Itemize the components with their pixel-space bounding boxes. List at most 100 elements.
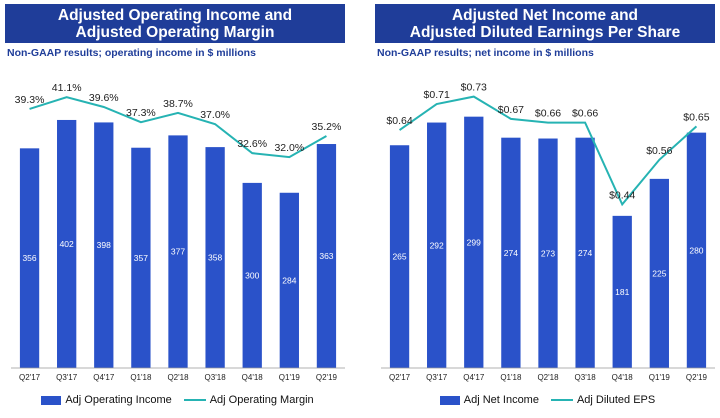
legend-line-label: Adj Operating Margin — [209, 394, 314, 406]
bar-value-label: 265 — [392, 252, 406, 262]
line-value-label: 39.3% — [15, 94, 45, 106]
bar-value-label: 402 — [60, 239, 74, 249]
line-value-label: $0.65 — [683, 111, 709, 123]
bar-value-label: 273 — [541, 248, 555, 258]
line-value-label: $0.44 — [609, 189, 635, 201]
bar-value-label: 274 — [578, 248, 592, 258]
legend-item-line: Adj Diluted EPS — [550, 394, 656, 406]
bar-value-label: 225 — [652, 268, 666, 278]
bar-value-label: 292 — [430, 240, 444, 250]
bar — [686, 132, 707, 368]
legend-line-swatch — [550, 399, 573, 401]
bar — [131, 147, 151, 368]
x-tick-label: Q3'17 — [56, 373, 78, 382]
bar — [19, 148, 40, 368]
line-value-label: 41.1% — [52, 82, 82, 94]
chart-panel-net-income: Adjusted Net Income and Adjusted Diluted… — [375, 0, 720, 418]
bar — [389, 145, 410, 368]
chart-legend: Adj Net Income Adj Diluted EPS — [375, 394, 720, 406]
bar-value-label: 398 — [97, 240, 111, 250]
line-value-label: 32.0% — [274, 142, 304, 154]
x-tick-label: Q3'18 — [575, 373, 597, 382]
line-value-label: 38.7% — [163, 98, 193, 110]
net-income-chart: 265 Q2'17 292 Q3'17 299 Q4'17 274 Q1'18 273 Q2'18… — [381, 82, 715, 382]
x-tick-label: Q2'17 — [19, 373, 41, 382]
bar — [575, 137, 595, 368]
line-series — [29, 96, 327, 159]
chart-subtitle: Non-GAAP results; net income in $ millio… — [377, 47, 594, 59]
chart-title-line-1: Adjusted Net Income and — [451, 6, 639, 24]
legend-bar-swatch — [41, 395, 62, 405]
line-value-label: $0.64 — [386, 115, 412, 127]
bar — [94, 122, 114, 368]
bar — [427, 122, 447, 369]
line-value-label: 39.6% — [89, 92, 119, 104]
x-tick-label: Q1'19 — [279, 373, 301, 382]
x-tick-label: Q4'18 — [612, 373, 634, 382]
bar — [57, 119, 77, 368]
x-tick-label: Q1'19 — [649, 373, 671, 382]
chart-title-line-1: Adjusted Operating Income and — [57, 6, 293, 24]
legend-item-bar: Adj Net Income — [439, 394, 539, 406]
bar-value-label: 363 — [319, 251, 333, 261]
line-value-label: $0.71 — [424, 89, 450, 101]
chart-subtitle: Non-GAAP results; operating income in $ … — [7, 47, 256, 59]
chart-title: Adjusted Net Income and Adjusted Diluted… — [375, 4, 715, 43]
bar — [242, 182, 262, 368]
x-tick-label: Q2'18 — [167, 373, 189, 382]
x-tick-label: Q2'19 — [686, 373, 708, 382]
bar — [316, 144, 337, 368]
line-value-label: $0.66 — [535, 108, 561, 120]
x-tick-label: Q1'18 — [130, 373, 152, 382]
bar-value-label: 284 — [282, 275, 296, 285]
x-tick-label: Q4'17 — [463, 373, 485, 382]
bar — [649, 178, 669, 368]
chart-title: Adjusted Operating Income and Adjusted O… — [5, 4, 345, 43]
bar-value-label: 356 — [22, 253, 36, 263]
operating-income-chart: 356 Q2'17 402 Q3'17 398 Q4'17 357 Q1'18 377 Q2'18… — [11, 82, 345, 382]
line-value-label: 32.6% — [237, 138, 267, 150]
line-value-label: $0.67 — [498, 104, 524, 116]
legend-bar-label: Adj Net Income — [463, 394, 539, 406]
x-tick-label: Q4'18 — [242, 373, 264, 382]
x-tick-label: Q2'19 — [316, 373, 338, 382]
line-value-label: 37.0% — [200, 109, 230, 121]
bar-value-label: 299 — [467, 237, 481, 247]
legend-bar-label: Adj Operating Income — [65, 394, 172, 406]
bar — [205, 147, 225, 368]
line-value-label: 37.3% — [126, 107, 156, 119]
line-value-label: $0.56 — [646, 145, 672, 157]
bar — [464, 116, 484, 369]
bar — [612, 215, 632, 368]
bar-value-label: 377 — [171, 247, 185, 257]
x-tick-label: Q2'17 — [389, 373, 411, 382]
x-tick-label: Q3'18 — [205, 373, 227, 382]
line-value-label: $0.73 — [461, 82, 487, 94]
x-tick-label: Q3'17 — [426, 373, 448, 382]
x-tick-label: Q4'17 — [93, 373, 115, 382]
legend-bar-swatch — [439, 395, 460, 405]
bar — [168, 135, 188, 368]
bar-value-label: 300 — [245, 270, 259, 280]
chart-legend: Adj Operating Income Adj Operating Margi… — [5, 394, 350, 406]
legend-line-swatch — [183, 399, 206, 401]
line-value-label: 35.2% — [312, 121, 342, 133]
chart-title-line-2: Adjusted Diluted Earnings Per Share — [409, 23, 681, 41]
bar — [538, 138, 558, 368]
chart-panel-operating-income: Adjusted Operating Income and Adjusted O… — [5, 0, 353, 418]
line-value-label: $0.66 — [572, 108, 598, 120]
bar-value-label: 274 — [504, 248, 518, 258]
bar-value-label: 280 — [689, 245, 703, 255]
bar-value-label: 358 — [208, 253, 222, 263]
bar — [279, 192, 299, 368]
x-tick-label: Q2'18 — [537, 373, 559, 382]
bar-value-label: 181 — [615, 287, 629, 297]
legend-item-bar: Adj Operating Income — [41, 394, 172, 406]
line-series — [398, 95, 698, 207]
bar — [501, 137, 521, 368]
x-tick-label: Q1'18 — [500, 373, 522, 382]
legend-line-label: Adj Diluted EPS — [576, 394, 656, 406]
bar-value-label: 357 — [134, 253, 148, 263]
legend-item-line: Adj Operating Margin — [183, 394, 314, 406]
chart-title-line-2: Adjusted Operating Margin — [75, 23, 275, 41]
